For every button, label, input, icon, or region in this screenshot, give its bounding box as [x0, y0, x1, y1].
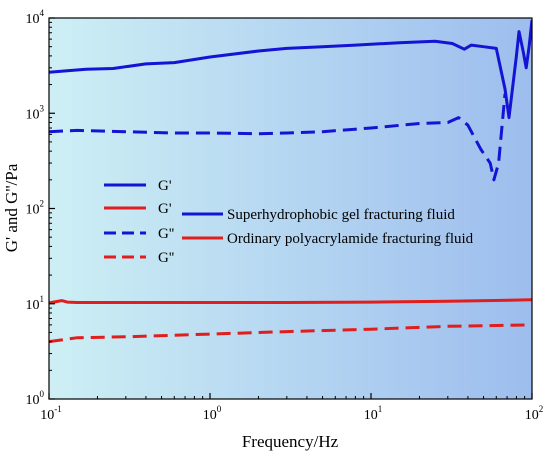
series-line-3: [49, 93, 507, 182]
series-line-4: [49, 323, 532, 344]
group-legend-label-1: Superhydrophobic gel fracturing fluid: [227, 207, 455, 223]
legend-label-1: G': [158, 178, 172, 194]
y-tick-label-2: 102: [26, 199, 45, 218]
x-tick-label-0: 10-1: [40, 404, 62, 423]
y-tick-label-4: 104: [26, 8, 45, 27]
legend: G' G' G'' G'' Superhydrophobic gel fracturin…: [104, 178, 474, 266]
y-tick-label-3: 103: [26, 103, 45, 122]
series-layer: [49, 19, 532, 344]
x-tick-label-3: 102: [525, 404, 544, 423]
y-tick-label-0: 100: [26, 389, 45, 408]
group-legend-label-2: Ordinary polyacrylamide fracturing fluid: [227, 231, 474, 247]
series-line-2: [49, 298, 532, 305]
y-axis-title: G' and G''/Pa: [2, 163, 21, 252]
legend-label-3: G'': [158, 226, 175, 242]
x-tick-label-1: 100: [203, 404, 222, 423]
y-tick-label-1: 101: [26, 294, 45, 313]
x-axis-title: Frequency/Hz: [242, 432, 339, 451]
series-line-1: [49, 19, 532, 120]
legend-label-4: G'': [158, 250, 175, 266]
x-tick-label-2: 101: [364, 404, 383, 423]
legend-label-2: G': [158, 201, 172, 217]
